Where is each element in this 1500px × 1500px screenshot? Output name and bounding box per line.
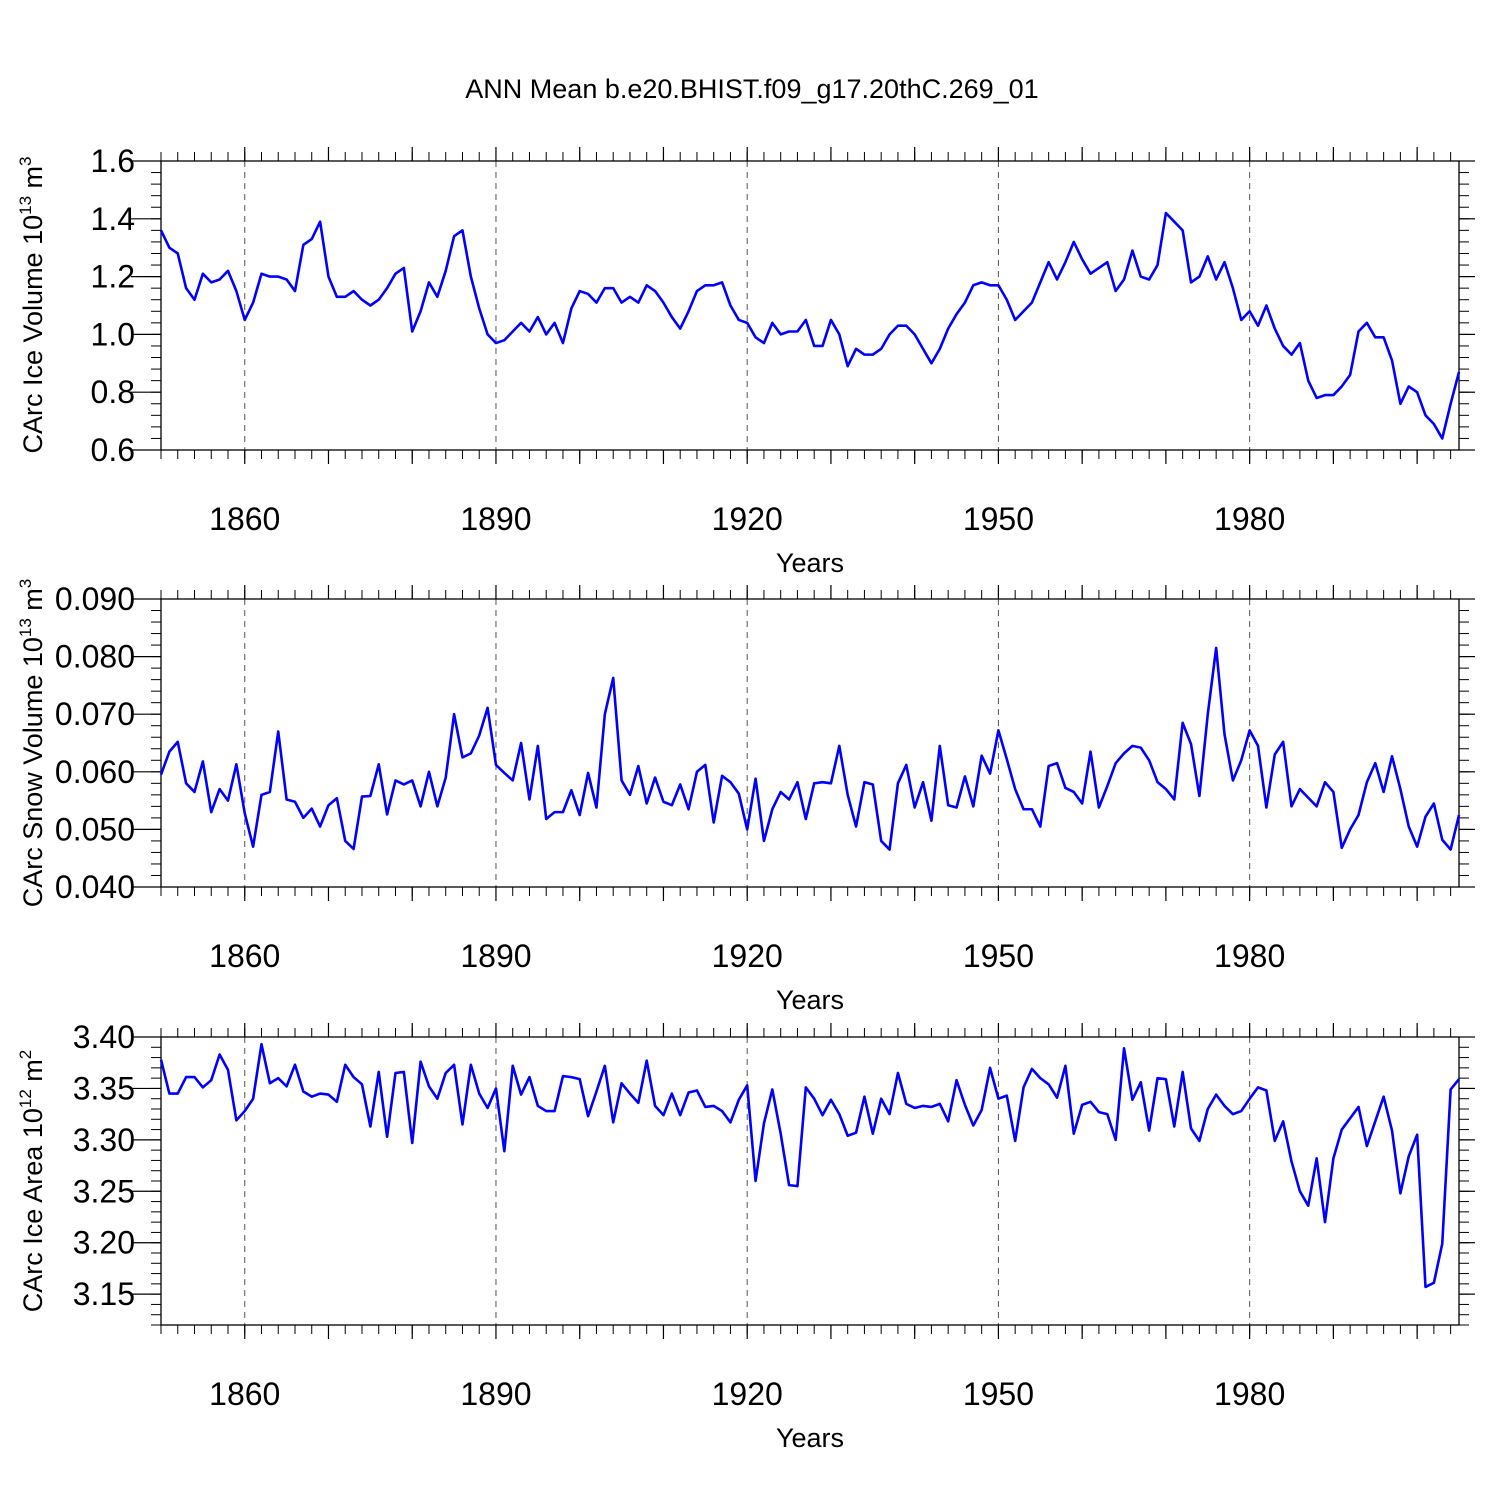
x-tick-label-1920: 1920	[712, 501, 783, 537]
x-tick-label-1860: 1860	[209, 1376, 280, 1412]
plot-frame	[160, 598, 1460, 888]
plot-frame	[160, 160, 1460, 451]
y-tick-label: 3.30	[73, 1122, 135, 1158]
y-tick-label: 3.20	[73, 1225, 135, 1261]
snow-volume-panel: 0.040 0.050 0.060 0.070 0.080 0.090 1860 1890 19…	[16, 579, 1475, 1015]
x-tick-label-1860: 1860	[209, 501, 280, 537]
x-tick-label-1920: 1920	[712, 1376, 783, 1412]
y-axis-title: CArc Ice Volume 1013 m3	[16, 156, 48, 453]
y-tick-label: 0.6	[91, 432, 135, 468]
y-tick-label: 0.090	[55, 581, 135, 617]
chart-title: ANN Mean b.e20.BHIST.f09_g17.20thC.269_0…	[465, 74, 1038, 104]
x-tick-label-1950: 1950	[963, 938, 1034, 974]
y-tick-label: 3.40	[73, 1019, 135, 1055]
y-axis-title: CArc Snow Volume 1013 m3	[16, 579, 48, 908]
series-line	[159, 1042, 1461, 1289]
x-tick-label-1890: 1890	[460, 501, 531, 537]
y-tick-label: 1.4	[91, 201, 135, 237]
y-axis-title: CArc Ice Area 1012 m2	[16, 1050, 48, 1313]
plot-frame	[160, 1036, 1460, 1326]
x-tick-label-1890: 1890	[460, 1376, 531, 1412]
y-tick-label: 1.0	[91, 316, 135, 352]
x-tick-label-1980: 1980	[1214, 501, 1285, 537]
y-tick-label: 0.040	[55, 869, 135, 905]
y-tick-label: 0.070	[55, 696, 135, 732]
x-axis-title: Years	[776, 1423, 844, 1453]
y-tick-label: 1.6	[91, 143, 135, 179]
x-tick-label-1950: 1950	[963, 1376, 1034, 1412]
y-tick-label: 0.060	[55, 754, 135, 790]
x-tick-label-1980: 1980	[1214, 938, 1285, 974]
ice-volume-panel: 0.6 0.8 1.0 1.2 1.4 1.6 1860 1890 1920 1950 1980 Ye…	[16, 143, 1475, 578]
y-tick-label: 1.2	[91, 259, 135, 295]
x-axis-title: Years	[776, 548, 844, 578]
y-tick-label: 0.8	[91, 374, 135, 410]
ice-area-panel: 3.15 3.20 3.25 3.30 3.35 3.40 1860 1890 1920 1950…	[16, 1019, 1475, 1453]
x-tick-label-1890: 1890	[460, 938, 531, 974]
x-tick-label-1860: 1860	[209, 938, 280, 974]
series-line	[159, 646, 1461, 851]
x-tick-label-1980: 1980	[1214, 1376, 1285, 1412]
series-line	[159, 211, 1461, 440]
y-tick-label: 3.35	[73, 1070, 135, 1106]
y-tick-label: 3.25	[73, 1173, 135, 1209]
y-tick-label: 0.050	[55, 811, 135, 847]
x-tick-label-1950: 1950	[963, 501, 1034, 537]
x-axis-title: Years	[776, 985, 844, 1015]
y-tick-label: 3.15	[73, 1276, 135, 1312]
y-tick-label: 0.080	[55, 639, 135, 675]
x-tick-label-1920: 1920	[712, 938, 783, 974]
